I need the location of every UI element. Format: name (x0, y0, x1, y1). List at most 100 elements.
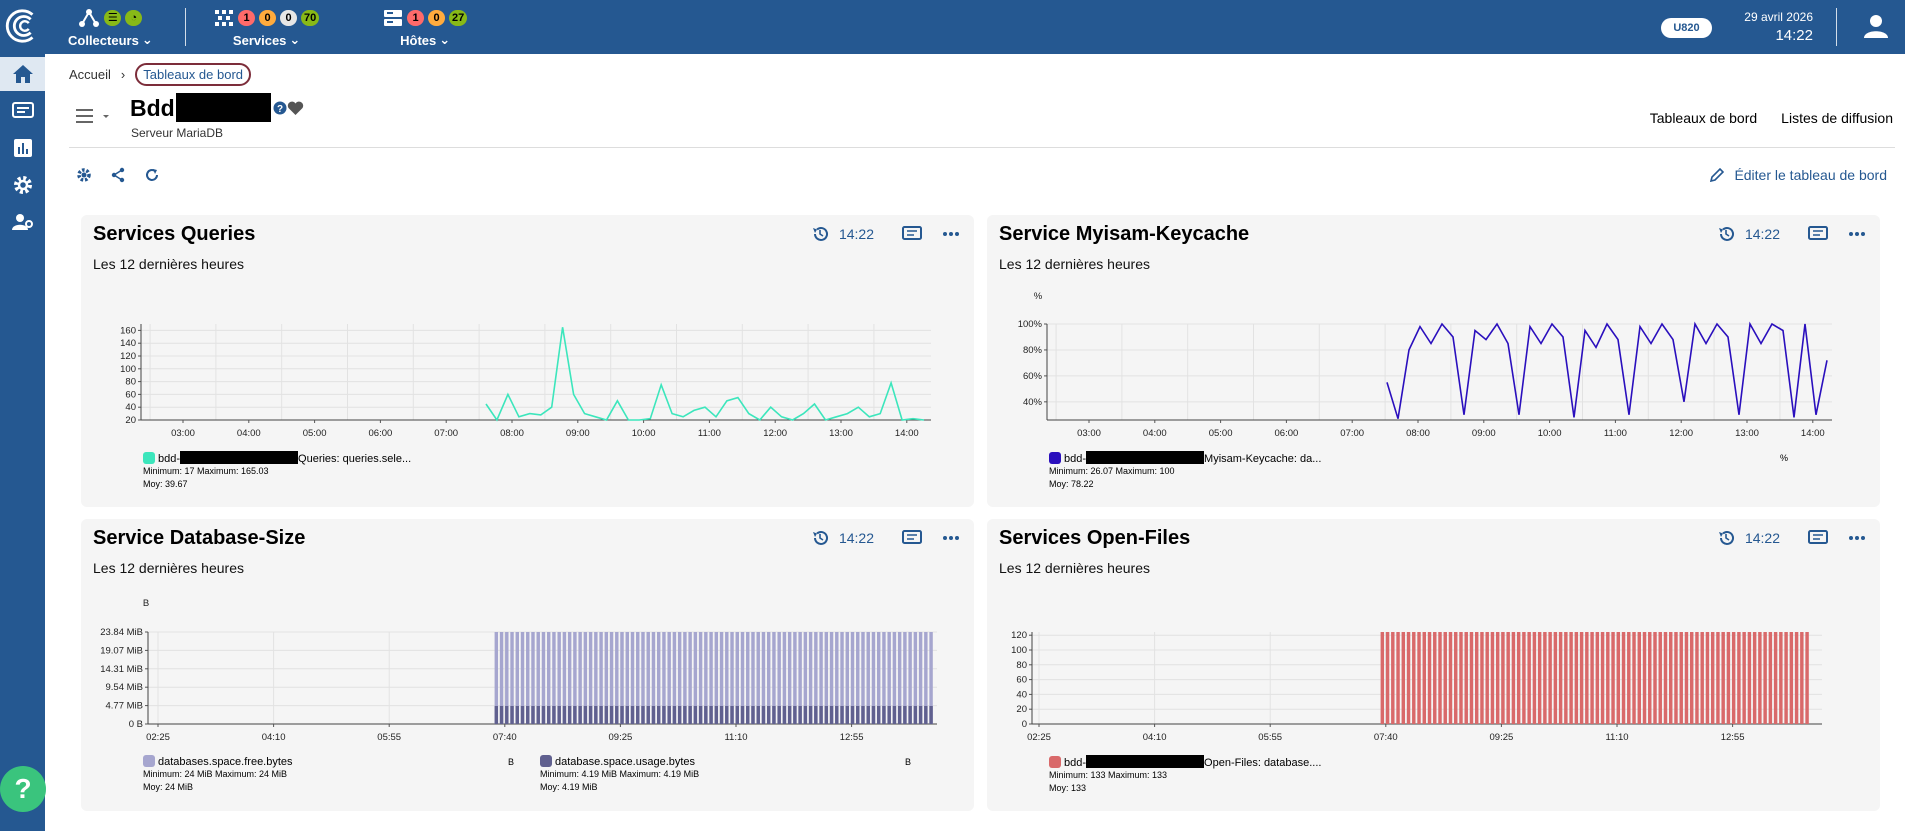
app-logo[interactable] (4, 6, 42, 46)
y-tick-label: 60 (125, 389, 136, 400)
bar (903, 706, 907, 724)
legend-item[interactable]: databases.space.free.bytes Minimum: 24 Mi… (143, 755, 514, 794)
link-mailing-lists[interactable]: Listes de diffusion (1781, 110, 1893, 126)
bar (793, 706, 797, 724)
bar (730, 706, 734, 724)
bar (625, 706, 629, 724)
widget-refresh-time[interactable]: 14:22 (1744, 530, 1780, 546)
bar (1380, 632, 1385, 724)
history-icon[interactable] (811, 225, 829, 243)
legend-name: databases.space.free.bytes (158, 756, 293, 768)
series-line[interactable] (485, 327, 925, 422)
history-icon[interactable] (811, 529, 829, 547)
chart: 0 B 4.77 MiB 9.54 MiB 14.31 MiB 19.07 MiB 23.… (100, 598, 937, 743)
menu-icon[interactable] (75, 108, 113, 124)
widget-refresh-time[interactable]: 14:22 (1744, 226, 1780, 242)
monitor-icon[interactable] (1808, 530, 1828, 546)
history-icon[interactable] (1717, 225, 1735, 243)
favorite-heart-icon[interactable] (287, 101, 304, 116)
bar (651, 706, 656, 724)
bar (609, 632, 614, 724)
bar (1794, 632, 1799, 724)
bar (1721, 632, 1725, 724)
y-tick-label: 9.54 MiB (106, 682, 144, 693)
monitor-icon[interactable] (1808, 226, 1828, 242)
bar (510, 632, 514, 724)
sidebar-item-reporting[interactable] (0, 131, 45, 165)
legend-item[interactable]: bdd- Queries: queries.sele... Minimum: 17 … (143, 451, 411, 491)
nav-services[interactable]: 1 0 0 70 Services ⌄ (214, 6, 320, 50)
widget-refresh-time[interactable]: 14:22 (838, 530, 874, 546)
hosts-down-count[interactable]: 1 (407, 10, 424, 26)
hosts-unreachable-count[interactable]: 0 (428, 10, 445, 26)
bar (1543, 632, 1547, 724)
settings-gear-icon[interactable] (76, 167, 92, 183)
bar (1406, 632, 1411, 724)
sidebar-item-home[interactable] (0, 57, 45, 91)
bar (1501, 632, 1505, 724)
nav-collectors[interactable]: ☰ ◔ Collecteurs ⌄ (68, 6, 153, 50)
services-unknown-count[interactable]: 0 (280, 10, 297, 26)
bar (526, 706, 530, 724)
edit-dashboard-button[interactable]: Éditer le tableau de bord (1710, 167, 1887, 183)
hosts-up-count[interactable]: 27 (449, 10, 468, 26)
history-icon[interactable] (1717, 529, 1735, 547)
bar (1495, 632, 1500, 724)
x-tick-label: 05:00 (303, 428, 327, 439)
breadcrumb-current[interactable]: Tableaux de bord (135, 63, 252, 86)
sidebar-item-configuration[interactable] (0, 168, 45, 202)
legend-stats: Minimum: 133 Maximum: 133 Moy: 133 (1049, 769, 1321, 795)
bar (1474, 632, 1479, 724)
bar (1653, 632, 1657, 724)
share-icon[interactable] (110, 167, 126, 183)
bar (667, 632, 671, 724)
bar (924, 706, 928, 724)
monitor-icon[interactable] (902, 530, 922, 546)
legend-name: bdd- (1064, 757, 1087, 769)
monitor-icon[interactable] (902, 226, 922, 242)
widget-title: Services Open-Files (999, 527, 1191, 549)
legend-metric: Myisam-Keycache: da... (1204, 453, 1322, 465)
services-ok-count[interactable]: 70 (301, 10, 320, 26)
legend-metric: Open-Files: database.... (1204, 757, 1322, 769)
bar (1758, 632, 1762, 724)
bar (630, 706, 635, 724)
bar (772, 706, 776, 724)
bar (588, 632, 593, 724)
bar (615, 632, 619, 724)
bar (1747, 632, 1752, 724)
bar (672, 706, 677, 724)
bar (641, 632, 645, 724)
services-warning-count[interactable]: 0 (259, 10, 276, 26)
link-dashboards[interactable]: Tableaux de bord (1649, 110, 1758, 126)
series-line[interactable] (1386, 321, 1828, 419)
legend-item[interactable]: bdd- Open-Files: database.... Minimum: 133… (1049, 755, 1321, 795)
page-title: Bdd (130, 95, 175, 121)
widget-refresh-time[interactable]: 14:22 (838, 226, 874, 242)
bar (1689, 632, 1694, 724)
legend-item[interactable]: bdd- Myisam-Keycache: da... Minimum: 26.07… (1049, 451, 1788, 491)
bar (536, 706, 540, 724)
more-options-icon[interactable] (942, 231, 960, 237)
bar (546, 706, 551, 724)
bar (646, 706, 650, 724)
bar (1448, 632, 1453, 724)
x-tick-label: 10:00 (632, 428, 656, 439)
info-icon[interactable]: ? (273, 101, 287, 115)
more-options-icon[interactable] (1848, 535, 1866, 541)
sidebar-item-monitoring[interactable] (0, 94, 45, 128)
nav-hosts[interactable]: 1 0 27 Hôtes ⌄ (383, 6, 468, 50)
breadcrumb-home[interactable]: Accueil (69, 67, 111, 82)
more-options-icon[interactable] (942, 535, 960, 541)
help-button[interactable]: ? (0, 766, 46, 812)
x-tick-label: 06:00 (1275, 428, 1299, 439)
legend-name: bdd- (158, 453, 181, 465)
legend-item[interactable]: database.space.usage.bytes Minimum: 4.19 … (540, 755, 911, 794)
services-critical-count[interactable]: 1 (238, 10, 255, 26)
sidebar-item-administration[interactable] (0, 205, 45, 239)
bar (861, 706, 865, 724)
refresh-icon[interactable] (144, 167, 160, 183)
more-options-icon[interactable] (1848, 231, 1866, 237)
user-icon[interactable] (1862, 12, 1890, 40)
bar (761, 706, 766, 724)
